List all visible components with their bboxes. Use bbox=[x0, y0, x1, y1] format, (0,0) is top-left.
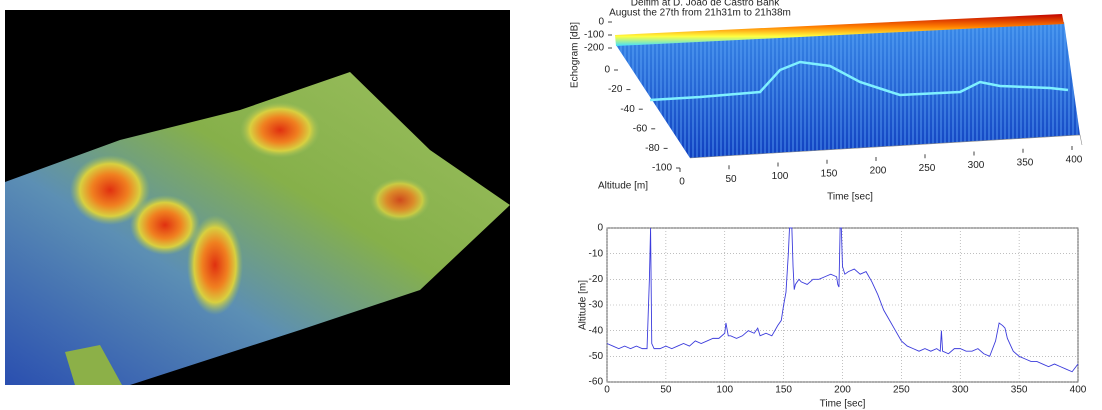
y-tick-label: -60 bbox=[589, 377, 604, 388]
plot-area bbox=[606, 227, 1079, 383]
terrain-peak bbox=[240, 102, 320, 158]
z-tick-label: 0 bbox=[598, 17, 604, 28]
y-tick-label: -100 bbox=[652, 163, 672, 174]
terrain-peak bbox=[130, 195, 200, 255]
x-tick-label: 200 bbox=[834, 385, 851, 396]
x-tick-label: 100 bbox=[716, 385, 733, 396]
terrain-render bbox=[5, 10, 510, 385]
x-tick-label: 150 bbox=[821, 168, 838, 179]
terrain-peak bbox=[70, 155, 150, 225]
x-tick-label: 50 bbox=[660, 385, 672, 396]
echogram-box-edge bbox=[689, 134, 1083, 159]
y-tick-label: 0 bbox=[597, 223, 603, 234]
z-tick-label: -200 bbox=[584, 43, 604, 54]
chart-title: Delfim at D. João de Castro Bank bbox=[631, 0, 780, 9]
y-tick-label: 0 bbox=[604, 65, 610, 76]
x-tick-label: 400 bbox=[1066, 155, 1083, 166]
chart-subtitle: August the 27th from 21h31m to 21h38m bbox=[609, 8, 791, 19]
data-line bbox=[606, 227, 1079, 373]
terrain-peak bbox=[370, 178, 430, 222]
y-axis-label: Altitude [m] bbox=[598, 181, 648, 192]
x-tick-label: 400 bbox=[1070, 385, 1087, 396]
x-tick-label: 250 bbox=[893, 385, 910, 396]
x-axis-label: Time [sec] bbox=[827, 192, 873, 203]
y-tick-label: -30 bbox=[589, 300, 604, 311]
z-tick-label: -100 bbox=[584, 30, 604, 41]
y-tick-label: -60 bbox=[633, 123, 648, 134]
z-axis-label: Echogram [dB] bbox=[570, 22, 581, 88]
x-tick-label: 300 bbox=[968, 160, 985, 171]
x-tick-label: 350 bbox=[1011, 385, 1028, 396]
x-tick-label: 200 bbox=[870, 166, 887, 177]
terrain-surface bbox=[5, 72, 510, 385]
altitude-chart: 0-10-20-30-40-50-600 50 100 150 200 250 300 350… bbox=[578, 223, 1087, 410]
y-tick-label: -80 bbox=[645, 143, 660, 154]
terrain-slab bbox=[65, 345, 122, 385]
echogram-texture bbox=[616, 22, 1080, 158]
echogram-echo-trace bbox=[649, 60, 1069, 102]
x-tick-label: 50 bbox=[725, 174, 737, 185]
y-tick-label: -40 bbox=[589, 325, 604, 336]
x-tick-label: 0 bbox=[604, 385, 610, 396]
echogram-band bbox=[615, 14, 1064, 46]
x-tick-label: 350 bbox=[1017, 157, 1034, 168]
y-tick-label: -10 bbox=[589, 248, 604, 259]
x-tick-label: 0 bbox=[679, 177, 685, 188]
y-tick-label: -20 bbox=[608, 84, 623, 95]
x-axis-label: Time [sec] bbox=[820, 399, 866, 410]
x-tick-label: 250 bbox=[919, 163, 936, 174]
y-tick-label: -40 bbox=[620, 104, 635, 115]
y-axis-label: Altitude [m] bbox=[578, 280, 589, 330]
terrain-peak bbox=[187, 215, 243, 315]
y-tick-label: -20 bbox=[589, 274, 604, 285]
echogram-chart: 0 50 100 150 200 250 300 350 400 0 -20 -40 -60 -80 -10… bbox=[570, 0, 1083, 203]
y-tick-label: -50 bbox=[589, 351, 604, 362]
x-tick-label: 150 bbox=[775, 385, 792, 396]
x-tick-label: 100 bbox=[772, 171, 789, 182]
x-tick-label: 300 bbox=[952, 385, 969, 396]
